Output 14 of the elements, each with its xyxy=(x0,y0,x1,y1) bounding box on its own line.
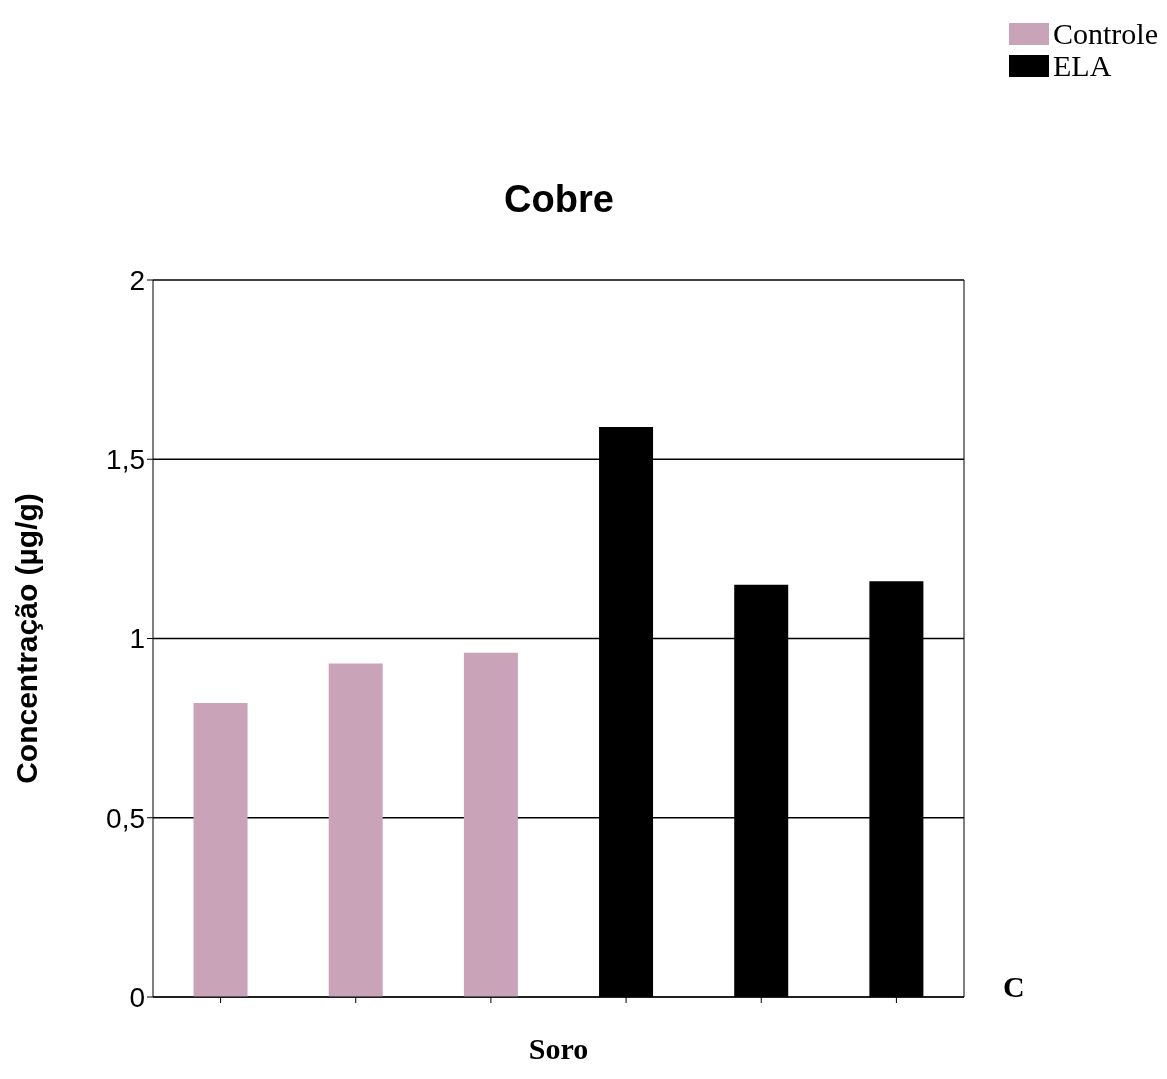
legend-label: Controle xyxy=(1053,17,1158,50)
bar xyxy=(193,703,248,997)
legend-label: ELA xyxy=(1053,49,1112,82)
bar xyxy=(463,652,518,997)
y-axis-title: Concentração (µg/g) xyxy=(9,493,43,784)
y-tick-label: 2 xyxy=(129,264,145,296)
y-tick-label: 0 xyxy=(129,981,145,1013)
y-tick-label: 1,5 xyxy=(106,444,145,476)
bar xyxy=(328,663,383,997)
x-axis-title: Soro xyxy=(528,1032,589,1065)
y-tick-label: 0,5 xyxy=(106,802,145,834)
y-tick-label: 1 xyxy=(129,623,145,655)
chart-title: Cobre xyxy=(503,178,615,221)
text: C xyxy=(1003,970,1025,1004)
